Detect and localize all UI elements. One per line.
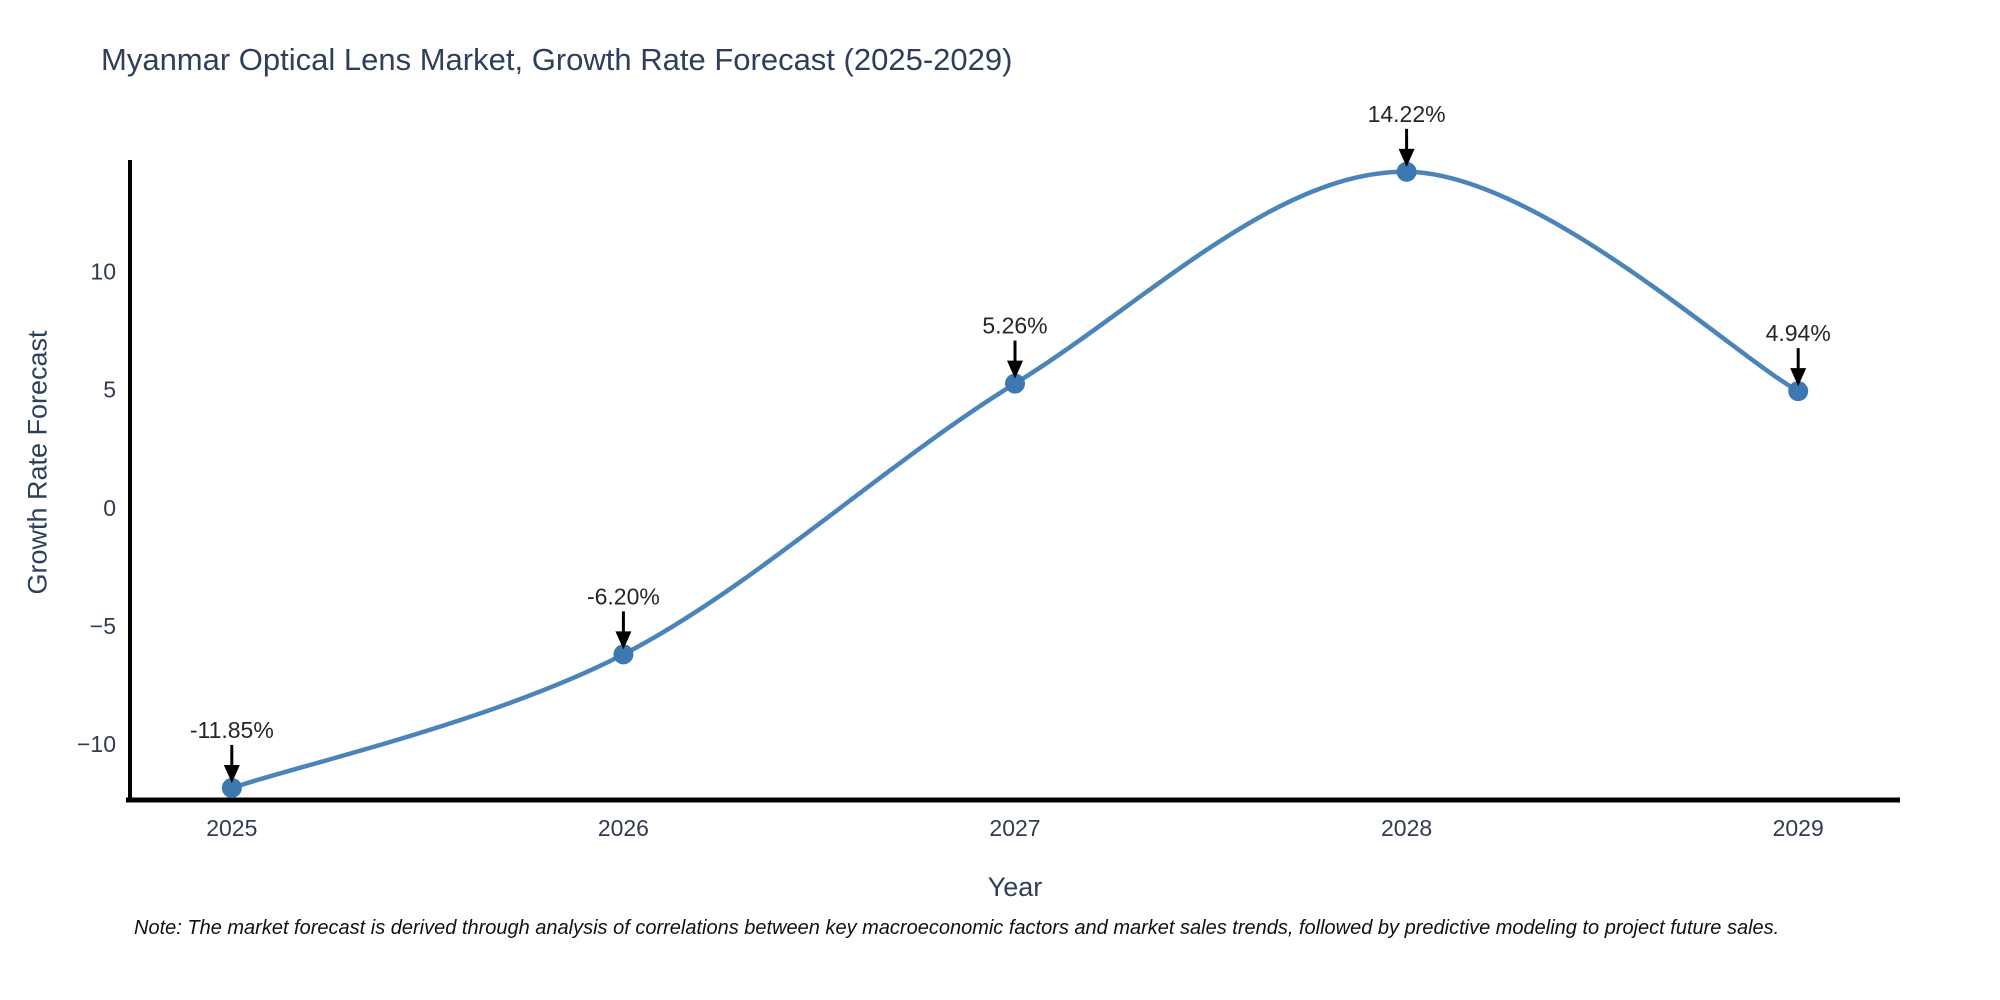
data-point-marker [1396,161,1417,182]
annotation-label: -6.20% [587,583,660,609]
y-tick-label: −5 [90,613,116,639]
x-tick-label: 2029 [1773,815,1824,841]
y-tick-label: 0 [103,495,116,521]
x-tick-label: 2028 [1381,815,1432,841]
x-axis-title: Year [987,872,1043,902]
data-point-marker [1005,373,1025,394]
annotation-label: 14.22% [1368,101,1446,127]
footnote: Note: The market forecast is derived thr… [134,917,1780,939]
y-axis-title: Growth Rate Forecast [22,330,53,595]
annotation-arrow-head [1007,360,1023,379]
x-tick-label: 2026 [598,815,649,841]
annotation-arrow-head [223,764,240,783]
y-tick-label: −10 [77,731,116,757]
annotation-arrow-head [615,631,632,650]
annotation-arrow-head [1790,368,1807,387]
annotation-label: -11.85% [190,717,274,743]
annotation-label: 4.94% [1766,320,1831,346]
data-point-marker [1788,381,1809,402]
x-tick-label: 2025 [206,815,257,841]
annotation-label: 5.26% [982,313,1047,339]
x-tick-label: 2027 [989,815,1040,841]
chart-title: Myanmar Optical Lens Market, Growth Rate… [101,42,1013,77]
annotation-arrow-head [1398,148,1415,167]
data-point-marker [221,777,242,798]
data-point-marker [613,644,634,665]
trend-line [229,169,1801,791]
y-tick-label: 10 [90,259,116,285]
y-tick-label: 5 [103,377,116,403]
